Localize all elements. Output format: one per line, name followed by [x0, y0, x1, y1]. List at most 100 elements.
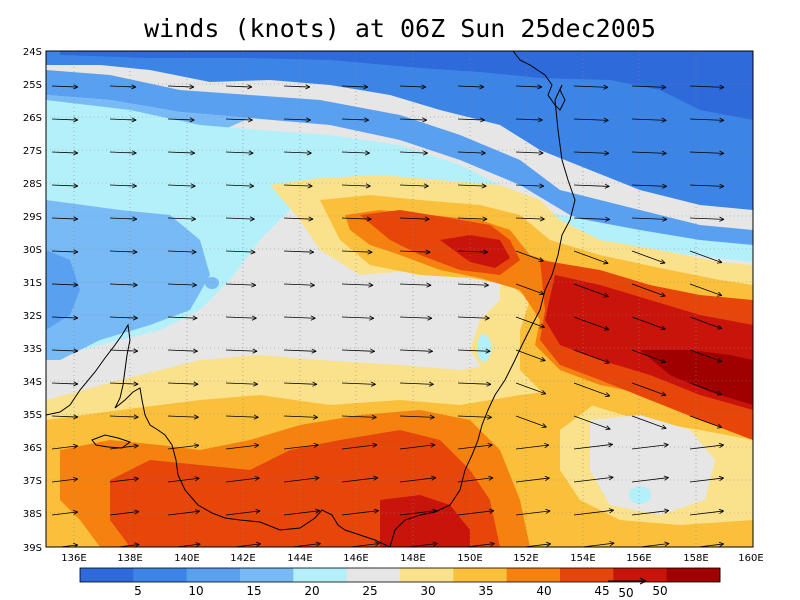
wind-vector-shaft	[399, 151, 428, 154]
wind-vector-shaft	[399, 510, 437, 516]
lat-label: 24S	[23, 47, 42, 58]
lat-label: 29S	[23, 212, 42, 223]
wind-vector-head	[661, 424, 667, 430]
calm-region-30-35	[590, 415, 715, 515]
wind-vector-head	[249, 216, 255, 222]
lat-label: 38S	[23, 509, 42, 520]
wind-vector-shaft	[631, 184, 667, 187]
wind-vector-shaft	[288, 543, 321, 547]
wind-vector-head	[309, 249, 315, 255]
wind-vector-shaft	[225, 382, 258, 385]
colorbar-swatch	[80, 568, 134, 582]
wind-vector-shaft	[573, 151, 609, 154]
wind-vector-head	[660, 391, 667, 397]
wind-vector-head	[604, 150, 610, 156]
lat-label: 36S	[23, 443, 42, 454]
wind-vector-head	[367, 249, 373, 255]
wind-vector-shaft	[689, 477, 724, 483]
wind-vector-shaft	[631, 316, 666, 330]
wind-vector-head	[253, 414, 259, 420]
wind-vector-head	[255, 508, 261, 514]
wind-vector-shaft	[457, 382, 492, 385]
reference-vector: 50	[608, 577, 647, 600]
wind-vector-shaft	[167, 151, 195, 154]
wind-vector-shaft	[515, 85, 542, 88]
wind-vector-shaft	[457, 415, 492, 418]
wind-vector-shaft	[167, 85, 194, 88]
wind-vector-shaft	[167, 477, 200, 483]
wind-vector-head	[132, 315, 138, 321]
wind-vector-head	[195, 542, 201, 547]
wind-vector-shaft	[225, 316, 257, 319]
lon-label: 146E	[343, 553, 368, 564]
wind-vector-head	[479, 84, 485, 90]
wind-vector-head	[194, 509, 201, 515]
wind-vector-head	[252, 348, 258, 354]
wind-vector-shaft	[631, 151, 667, 154]
wind-vector-head	[72, 476, 79, 482]
wind-vector-head	[369, 315, 375, 321]
wind-vector-head	[73, 249, 79, 255]
wind-vector-head	[131, 117, 137, 123]
wind-vector-head	[73, 117, 79, 123]
wind-vector-head	[310, 315, 316, 321]
wind-vector-head	[307, 183, 313, 189]
wind-vector-head	[485, 348, 491, 354]
wind-vector-head	[489, 508, 495, 514]
wind-vector-shaft	[515, 151, 544, 154]
wind-vector-head	[194, 476, 200, 482]
wind-vector-head	[306, 150, 312, 156]
colorbar-swatch	[400, 568, 454, 582]
wind-vector-shaft	[283, 316, 316, 319]
wind-vector-head	[716, 258, 723, 264]
wind-vector-shaft	[341, 477, 378, 483]
wind-vector-head	[248, 150, 254, 156]
coastline	[46, 51, 576, 547]
wind-vector-head	[539, 183, 545, 189]
wind-vector-head	[716, 390, 723, 396]
wind-vector-head	[192, 348, 198, 354]
wind-vector-head	[421, 84, 427, 90]
wind-vector-shaft	[167, 349, 198, 352]
colorbar-swatch	[186, 568, 241, 582]
wind-vector-shaft	[167, 118, 195, 121]
map-title: winds (knots) at 06Z Sun 25dec2005	[144, 14, 656, 43]
colorbar-swatch	[666, 568, 721, 582]
lon-label: 138E	[117, 553, 142, 564]
wind-vector-shaft	[457, 283, 489, 286]
wind-vector-shaft	[283, 477, 320, 483]
wind-vector-head	[73, 348, 79, 354]
wind-vector-shaft	[689, 151, 724, 154]
wind-vector-head	[372, 442, 378, 448]
wind-vector-shaft	[225, 349, 258, 352]
lat-label: 28S	[23, 179, 42, 190]
wind-vector-shaft	[457, 85, 484, 88]
wind-vector-head	[487, 414, 492, 420]
wind-vector-head	[488, 475, 494, 481]
blob-25-30-coast	[477, 334, 491, 362]
lon-label: 140E	[174, 553, 199, 564]
wind-vector-head	[605, 425, 611, 431]
wind-vector-shaft	[56, 544, 78, 547]
wind-vector-shaft	[399, 217, 430, 220]
wind-vector-head	[133, 443, 139, 449]
wind-vector-head	[133, 476, 139, 482]
wind-vector-head	[718, 442, 724, 448]
wind-vector-head	[422, 150, 428, 156]
wind-vector-shaft	[109, 283, 138, 286]
wind-vector-head	[545, 541, 552, 547]
wind-vector-head	[133, 348, 139, 354]
wind-vector-head	[603, 84, 609, 90]
wind-vector-shaft	[51, 382, 78, 385]
wind-vector-shaft	[515, 510, 551, 516]
wind-vector-head	[603, 259, 609, 265]
wind-vector-head	[309, 282, 315, 288]
wind-vector-shaft	[457, 118, 485, 121]
colorbar-label: 45	[594, 584, 609, 598]
lon-label: 144E	[287, 553, 312, 564]
wind-vector-head	[254, 443, 260, 449]
wind-vector-shaft	[573, 382, 610, 397]
wind-vector-head	[483, 282, 489, 288]
wind-vector-head	[538, 150, 544, 156]
colorbar-label: 35	[478, 584, 493, 598]
